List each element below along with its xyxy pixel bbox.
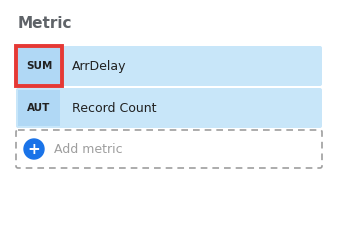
Text: ArrDelay: ArrDelay <box>72 60 126 72</box>
Text: Metric: Metric <box>18 17 72 32</box>
Bar <box>18 48 60 84</box>
FancyBboxPatch shape <box>16 130 322 168</box>
Text: Add metric: Add metric <box>54 142 123 156</box>
Text: AUT: AUT <box>27 103 51 113</box>
Text: +: + <box>28 141 40 156</box>
Bar <box>18 90 60 126</box>
FancyBboxPatch shape <box>16 88 322 128</box>
FancyBboxPatch shape <box>16 46 322 86</box>
Circle shape <box>24 139 44 159</box>
Text: Record Count: Record Count <box>72 102 156 114</box>
Bar <box>16 46 62 86</box>
Text: SUM: SUM <box>26 61 52 71</box>
